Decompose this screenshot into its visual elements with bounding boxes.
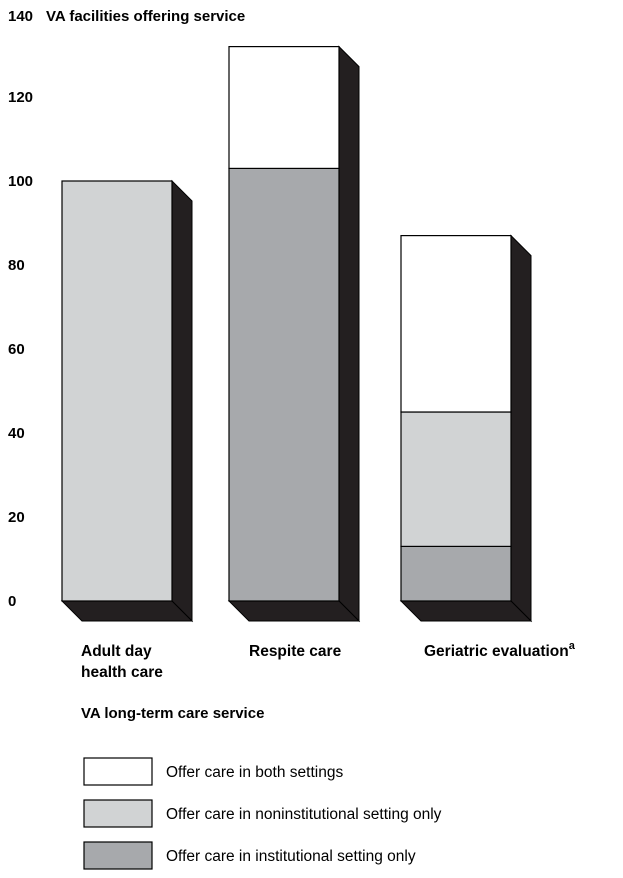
legend-item: Offer care in noninstitutional setting o…: [83, 799, 442, 828]
bar-side-face: [338, 45, 360, 623]
legend-swatch: [83, 841, 153, 870]
bar-floor-face: [227, 600, 361, 622]
legend-item: Offer care in institutional setting only: [83, 841, 416, 870]
y-tick-label: 20: [8, 509, 25, 526]
bar-segment: [228, 167, 340, 602]
bar-2: [227, 45, 361, 623]
y-axis: 0 20 40 60 80 100 120 140 VA facilities offering…: [8, 8, 245, 610]
bar-side-face: [171, 179, 193, 623]
bar-segment: [400, 545, 512, 602]
y-tick-label: 120: [8, 89, 33, 106]
y-tick-label: 80: [8, 257, 25, 274]
legend-label: Offer care in both settings: [166, 764, 343, 781]
y-tick-label: 140: [8, 8, 33, 25]
y-tick-label: 0: [8, 593, 16, 610]
bar-segment: [61, 180, 173, 602]
y-tick-label: 60: [8, 341, 25, 358]
legend-swatch: [83, 799, 153, 828]
y-axis-title: VA facilities offering service: [46, 8, 245, 25]
category-footnote-marker: a: [569, 640, 576, 652]
bar-segment: [400, 411, 512, 547]
legend-swatch: [83, 757, 153, 786]
legend-label: Offer care in institutional setting only: [166, 848, 416, 865]
legend-label: Offer care in noninstitutional setting o…: [166, 806, 442, 823]
legend-item: Offer care in both settings: [83, 757, 343, 786]
x-axis-title: VA long-term care service: [81, 705, 264, 722]
bar-floor-face: [60, 600, 194, 622]
bar-3: [399, 234, 533, 623]
bar-segment: [228, 45, 340, 170]
bar-side-face: [510, 234, 532, 623]
category-label: Adult day: [81, 643, 152, 660]
bar-1: [60, 179, 194, 623]
y-tick-label: 100: [8, 173, 33, 190]
bars: [60, 45, 533, 623]
y-tick-label: 40: [8, 425, 25, 442]
bar-floor-face: [399, 600, 533, 622]
category-label: Geriatric evaluationa: [424, 640, 576, 660]
legend: Offer care in both settings Offer care in…: [83, 757, 442, 870]
category-labels: Adult day health care Respite care Geriatri…: [81, 640, 576, 681]
category-label: Respite care: [249, 643, 342, 660]
category-label: health care: [81, 664, 163, 681]
bar-segment: [400, 235, 512, 413]
